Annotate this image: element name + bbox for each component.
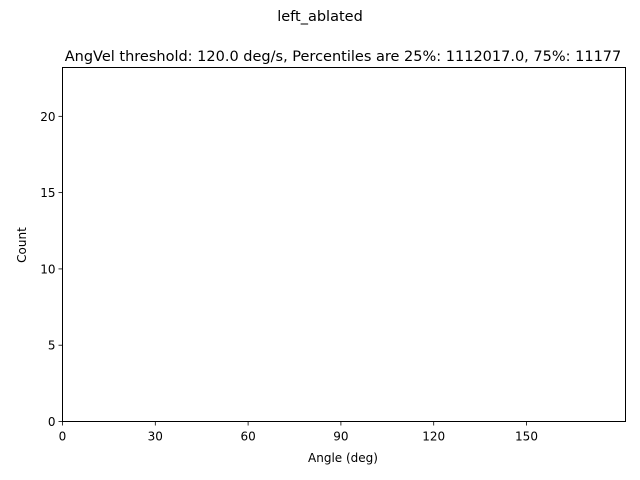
x-axis: 0 30 60 90 120 150	[59, 421, 538, 444]
y-tick-label: 5	[48, 339, 56, 353]
axes-frame	[62, 67, 626, 422]
x-tick-label: 30	[148, 430, 163, 444]
y-tick-label: 10	[40, 262, 55, 276]
x-tick-label: 60	[240, 430, 255, 444]
x-tick-label: 0	[59, 430, 67, 444]
x-tick-label: 120	[422, 430, 445, 444]
x-tick-label: 150	[515, 430, 538, 444]
x-axis-label: Angle (deg)	[308, 451, 378, 465]
x-tick-label: 90	[333, 430, 348, 444]
chart-title: AngVel threshold: 120.0 deg/s, Percentil…	[65, 49, 622, 65]
y-axis: 0 5 10 15 20	[40, 110, 63, 429]
chart-suptitle: left_ablated	[277, 9, 363, 25]
y-tick-label: 0	[48, 415, 56, 429]
y-tick-label: 15	[40, 186, 55, 200]
y-tick-label: 20	[40, 110, 55, 124]
y-axis-label: Count	[15, 227, 29, 263]
